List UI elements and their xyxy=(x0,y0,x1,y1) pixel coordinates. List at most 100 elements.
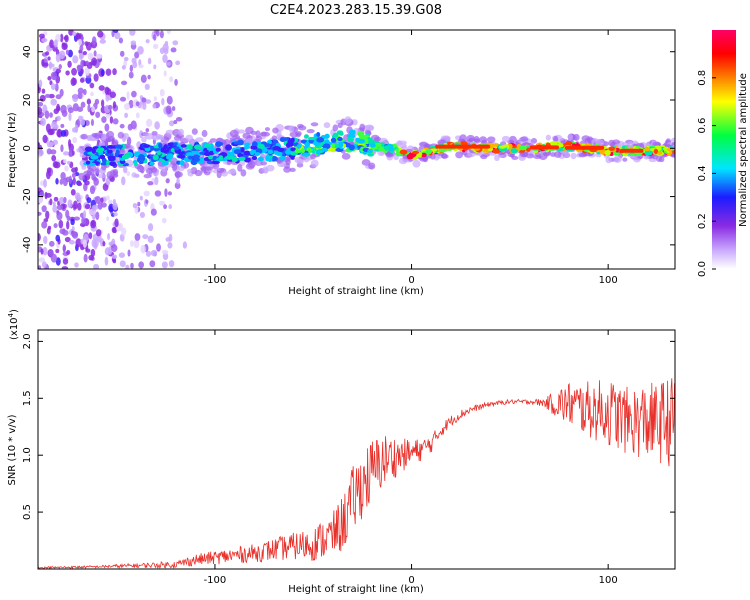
noise-blob xyxy=(79,45,84,52)
noise-blob xyxy=(105,94,110,102)
ridge-blob xyxy=(316,132,321,138)
y-tick-label: 0.5 xyxy=(22,504,33,520)
ridge-blob xyxy=(304,134,309,139)
ridge-blob xyxy=(251,145,258,150)
noise-blob xyxy=(109,116,114,124)
ridge-blob xyxy=(510,148,518,154)
ridge-blob xyxy=(344,142,351,148)
noise-blob xyxy=(67,107,74,114)
noise-blob xyxy=(50,98,57,106)
noise-blob xyxy=(56,115,61,122)
noise-blob xyxy=(72,31,77,37)
ridge-blob xyxy=(411,150,420,155)
noise-blob xyxy=(107,104,113,110)
halo-blob xyxy=(441,153,448,159)
noise-blob xyxy=(159,200,166,206)
halo-blob xyxy=(581,135,591,142)
noise-blob xyxy=(146,118,153,127)
noise-blob xyxy=(80,68,84,75)
ridge-blob xyxy=(339,131,344,136)
noise-blob xyxy=(112,258,117,264)
halo-blob xyxy=(238,129,246,134)
noise-blob xyxy=(65,209,70,219)
noise-blob xyxy=(45,93,51,98)
noise-blob xyxy=(144,83,150,90)
halo-blob xyxy=(265,164,275,172)
noise-blob xyxy=(44,110,50,119)
x-tick-label: -100 xyxy=(204,575,227,586)
halo-blob xyxy=(150,167,158,173)
noise-blob xyxy=(161,97,165,106)
noise-blob xyxy=(55,178,59,185)
ridge-blob xyxy=(211,160,220,165)
noise-blob xyxy=(102,183,109,191)
noise-blob xyxy=(49,39,54,49)
ridge-blob xyxy=(99,154,106,160)
noise-blob xyxy=(132,203,138,209)
ridge-blob xyxy=(305,141,311,148)
ridge-blob xyxy=(106,149,113,154)
y-tick-label: -40 xyxy=(22,237,33,253)
noise-blob xyxy=(70,189,76,196)
noise-blob xyxy=(70,218,75,226)
noise-blob xyxy=(42,134,48,144)
noise-blob xyxy=(67,49,73,58)
noise-blob xyxy=(118,252,126,258)
noise-blob xyxy=(59,88,64,97)
ridge-blob xyxy=(257,143,265,150)
noise-blob xyxy=(63,196,67,204)
ridge-blob xyxy=(153,147,161,152)
noise-blob xyxy=(77,33,82,39)
colorbar: 0.0 0.2 0.4 0.6 0.8 Normalized spectral ampl… xyxy=(697,30,749,277)
halo-blob xyxy=(613,155,622,163)
noise-blob xyxy=(145,199,149,204)
noise-blob xyxy=(38,257,46,263)
ridge-blob xyxy=(338,141,344,148)
halo-blob xyxy=(323,122,331,129)
noise-blob xyxy=(154,176,159,186)
noise-blob xyxy=(48,142,54,147)
halo-blob xyxy=(511,155,519,160)
halo-blob xyxy=(422,156,428,163)
noise-blob xyxy=(100,69,105,77)
halo-blob xyxy=(117,131,124,139)
halo-blob xyxy=(264,127,271,132)
noise-blob xyxy=(77,92,83,100)
noise-blob xyxy=(38,106,43,115)
noise-blob xyxy=(86,197,92,204)
noise-blob xyxy=(159,47,165,54)
ridge-blob xyxy=(263,143,271,148)
ridge-peak xyxy=(529,145,560,150)
halo-blob xyxy=(364,129,371,136)
noise-blob xyxy=(67,199,73,209)
noise-blob xyxy=(130,40,137,46)
noise-blob xyxy=(170,47,177,53)
noise-blob xyxy=(145,39,150,44)
spectrogram-y-axis-label: Frequency (Hz) xyxy=(7,112,18,188)
noise-blob xyxy=(59,50,66,60)
noise-blob xyxy=(74,192,81,201)
halo-blob xyxy=(429,153,436,160)
ridge-blob xyxy=(133,162,138,167)
noise-blob xyxy=(38,233,41,242)
ridge-blob xyxy=(109,161,117,167)
noise-blob xyxy=(134,51,140,59)
noise-blob xyxy=(165,105,172,115)
ridge-blob xyxy=(251,141,258,148)
noise-blob xyxy=(45,123,51,133)
ridge-blob xyxy=(142,144,151,148)
noise-blob xyxy=(68,143,74,152)
noise-blob xyxy=(77,87,84,95)
ridge-blob xyxy=(167,142,174,147)
noise-blob xyxy=(76,182,83,187)
noise-blob xyxy=(62,151,70,156)
noise-blob xyxy=(147,57,152,65)
noise-blob xyxy=(52,204,58,213)
y-tick-label: 20 xyxy=(22,94,33,107)
halo-blob xyxy=(359,123,366,132)
ridge-blob xyxy=(152,154,159,161)
halo-blob xyxy=(170,157,178,166)
noise-blob xyxy=(50,149,57,155)
noise-blob xyxy=(88,232,93,240)
ridge-blob xyxy=(315,150,321,155)
